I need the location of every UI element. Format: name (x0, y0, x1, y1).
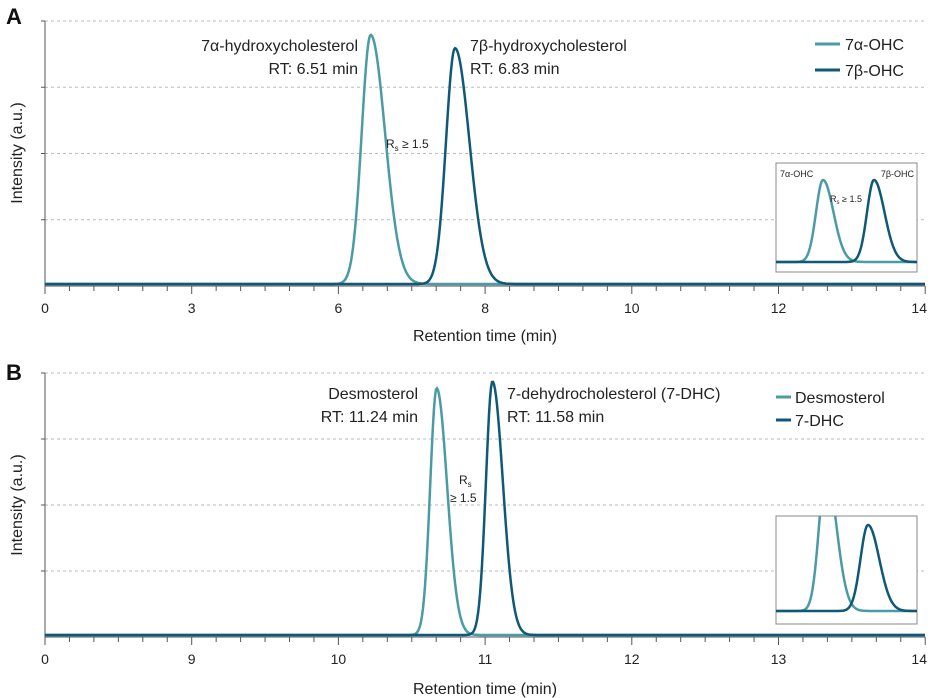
x-tick-label: 9 (188, 651, 196, 667)
label-desmosterol-compound: Desmosterol (328, 386, 418, 403)
legend-b-label-0: Desmosterol (795, 390, 885, 407)
label-7dhc-rt: RT: 11.58 min (507, 409, 604, 426)
label-7dhc-compound: 7-dehydrocholesterol (7-DHC) (507, 386, 720, 403)
x-tick-label: 13 (771, 651, 787, 667)
x-tick-label: 12 (771, 300, 787, 316)
series-line-1 (45, 46, 925, 286)
inset-series-line-1 (776, 178, 917, 264)
inset-plot (776, 178, 917, 264)
x-tick-label: 0 (41, 300, 49, 316)
inset-plot (776, 516, 917, 613)
resolution-a: Rs ≥ 1.5 (386, 137, 429, 153)
legend-a-label-0: 7α-OHC (845, 37, 904, 54)
panel-b-ylabel: Intensity (a.u.) (9, 454, 26, 555)
resolution-b-value: ≥ 1.5 (450, 491, 477, 505)
x-tick-label: 11 (478, 651, 493, 667)
x-tick-label: 10 (331, 651, 347, 667)
inset-a-label-1: 7β-OHC (881, 169, 915, 179)
x-tick-label: 3 (188, 300, 196, 316)
label-7b-rt: RT: 6.83 min (470, 61, 560, 78)
x-tick-label: 14 (911, 651, 927, 667)
panel-a-letter: A (6, 4, 22, 29)
panel-a-xlabel: Retention time (min) (413, 328, 557, 345)
inset-a-label-0: 7α-OHC (780, 169, 814, 179)
label-7b-compound: 7β-hydroxycholesterol (470, 38, 627, 55)
x-tick-label: 14 (911, 300, 927, 316)
label-7a-rt: RT: 6.51 min (268, 61, 358, 78)
legend-b-label-1: 7-DHC (795, 413, 844, 430)
x-tick-label: 6 (335, 300, 343, 316)
inset-series-line-1 (776, 523, 917, 613)
label-desmosterol-rt: RT: 11.24 min (321, 409, 418, 426)
inset-frame (775, 515, 918, 625)
x-tick-label: 8 (481, 300, 489, 316)
panel-b-letter: B (6, 360, 22, 385)
legend-a-label-1: 7β-OHC (845, 63, 904, 80)
inset-a-resolution: Rs ≥ 1.5 (830, 194, 862, 206)
x-tick-label: 12 (624, 651, 640, 667)
series-line-1 (45, 380, 925, 637)
label-7a-compound: 7α-hydroxycholesterol (201, 38, 358, 55)
x-tick-label: 0 (41, 651, 49, 667)
x-tick-label: 10 (624, 300, 640, 316)
panel-a-ylabel: Intensity (a.u.) (9, 102, 26, 203)
resolution-b-symbol: Rs (459, 473, 472, 489)
panel-b-xlabel: Retention time (min) (413, 681, 557, 698)
